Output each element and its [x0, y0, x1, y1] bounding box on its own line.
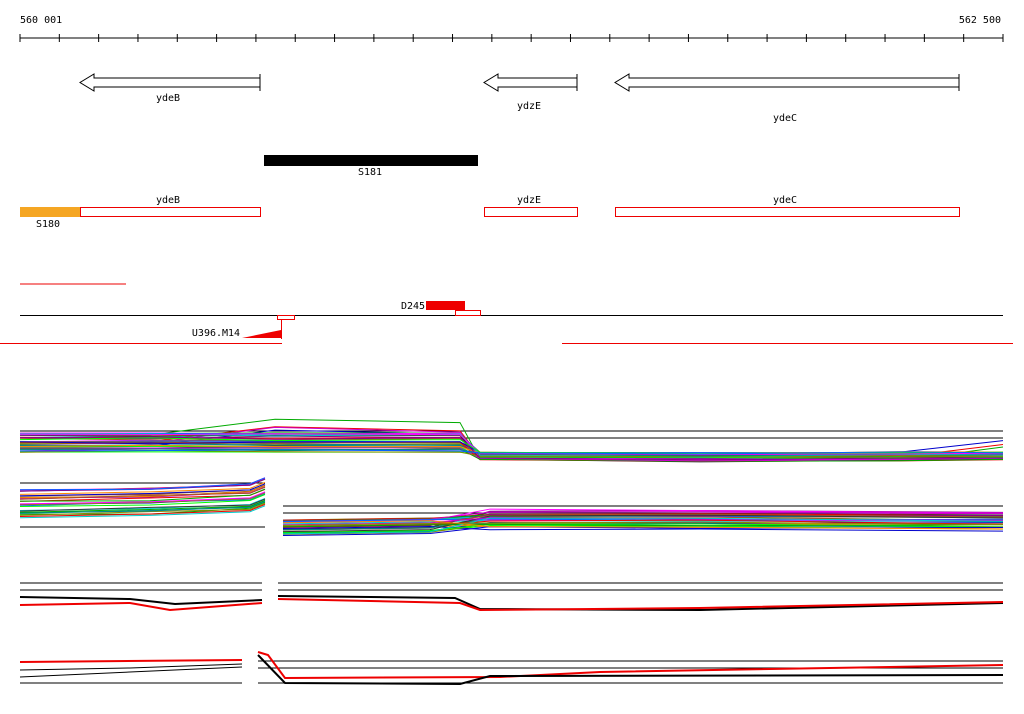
expression-line	[19, 498, 266, 512]
feature-box	[455, 310, 481, 316]
expression-line	[19, 449, 1004, 455]
expression-line	[277, 598, 1004, 612]
ruler-ticks	[19, 34, 1004, 42]
expression-line	[19, 478, 266, 492]
expression-line	[19, 494, 266, 508]
expression-line	[19, 488, 266, 502]
expression-line	[19, 477, 266, 491]
expression-line	[19, 601, 263, 612]
expression-line	[19, 492, 266, 506]
expression-line	[19, 433, 1004, 456]
gene-arrow	[483, 73, 578, 92]
gene-arrow	[79, 73, 261, 92]
expression-line	[282, 523, 1004, 528]
expression-line	[19, 659, 243, 663]
transcript-box	[484, 207, 578, 217]
feature-block	[426, 301, 465, 310]
expression-plots	[19, 418, 1004, 686]
expression-line	[19, 501, 266, 515]
expression-line	[19, 481, 266, 495]
expression-line	[19, 486, 266, 500]
expression-line	[282, 517, 1004, 535]
gene-label: ydzE	[517, 101, 541, 112]
expression-line	[19, 503, 266, 517]
expression-line	[282, 520, 1004, 530]
gene-label: ydeC	[773, 113, 797, 124]
gene-arrow	[614, 73, 960, 92]
expression-line	[257, 651, 1004, 680]
expression-line	[19, 500, 266, 514]
transcript-label: ydzE	[517, 195, 541, 206]
expression-line	[19, 663, 243, 671]
expression-line	[19, 436, 1004, 461]
segment-block	[20, 207, 80, 217]
transcript-label: ydeB	[156, 195, 180, 206]
expression-line	[19, 491, 266, 505]
expression-line	[19, 437, 1004, 455]
feature-label: U396.M14	[192, 328, 240, 339]
transcript-label: ydeC	[773, 195, 797, 206]
gene-label: ydeB	[156, 93, 180, 104]
feature-label: D245	[401, 301, 425, 312]
expression-line	[282, 514, 1004, 533]
expression-line	[19, 666, 243, 678]
expression-line	[282, 525, 1004, 532]
segment-bar	[264, 155, 478, 166]
expression-line	[19, 502, 266, 516]
expression-line	[19, 447, 1004, 462]
transcript-box	[80, 207, 261, 217]
expression-line	[282, 521, 1004, 527]
segment-label: S180	[36, 219, 60, 230]
expression-line	[19, 499, 266, 513]
expression-line	[19, 596, 263, 606]
feature-box	[277, 315, 295, 320]
transcript-box	[615, 207, 960, 217]
ruler-end: 562 500	[959, 15, 1001, 26]
segment-label: S181	[358, 167, 382, 178]
ruler-start: 560 001	[20, 15, 62, 26]
expression-line	[19, 483, 266, 497]
expression-line	[257, 654, 1004, 686]
expression-line	[19, 505, 266, 519]
feature-wedge	[242, 330, 281, 338]
